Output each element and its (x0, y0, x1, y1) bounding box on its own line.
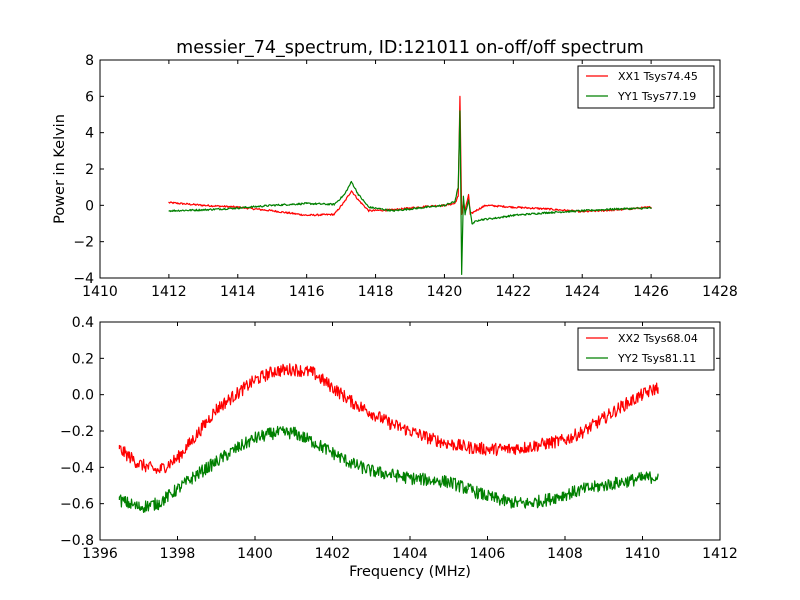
bottom-spectrum-panel: 1396 1398 1400 1402 1404 1406 1408 1410 1412 −0.8… (60, 315, 738, 580)
top-y-tick-label: 0 (85, 198, 94, 214)
top-spectrum-panel: messier_74_spectrum, ID:121011 on-off/of… (52, 38, 738, 300)
bottom-legend-label-xx2: XX2 Tsys68.04 (618, 332, 698, 345)
bottom-x-tick-label: 1410 (625, 546, 661, 562)
top-x-tick-label: 1420 (427, 284, 463, 300)
top-y-tick-label: 4 (85, 126, 94, 142)
bottom-x-tick-label: 1400 (237, 546, 273, 562)
top-x-tick-label: 1422 (496, 284, 532, 300)
top-series-lines (168, 95, 652, 275)
bottom-y-tick-label: 0.2 (72, 351, 94, 367)
bottom-legend-box (577, 327, 715, 371)
bottom-x-tick-label: 1406 (470, 546, 506, 562)
top-series-line-yy (168, 110, 652, 275)
top-legend: XX1 Tsys74.45 YY1 Tsys77.19 (577, 65, 715, 109)
bottom-x-tick-label: 1398 (160, 546, 196, 562)
bottom-x-axis-label: Frequency (MHz) (349, 564, 471, 580)
top-chart-title: messier_74_spectrum, ID:121011 on-off/of… (176, 38, 644, 58)
top-y-tick-label: 2 (85, 162, 94, 178)
top-ticks: 1410 1412 1414 1416 1418 1420 1422 1424 1426 1428… (73, 53, 737, 300)
bottom-x-tick-label: 1396 (82, 546, 118, 562)
top-legend-box (577, 65, 715, 109)
top-x-tick-label: 1418 (358, 284, 394, 300)
bottom-y-tick-label: 0.4 (72, 315, 94, 331)
top-x-tick-label: 1426 (633, 284, 669, 300)
bottom-series-line-xx (118, 363, 659, 474)
bottom-series-lines (118, 363, 659, 513)
top-y-tick-label: 8 (85, 53, 94, 69)
bottom-x-tick-label: 1408 (547, 546, 583, 562)
top-y-tick-label: −2 (73, 235, 94, 251)
top-x-tick-label: 1428 (702, 284, 738, 300)
bottom-y-tick-label: 0.0 (72, 388, 94, 404)
bottom-series-line-yy (118, 425, 659, 513)
top-y-tick-label: −4 (73, 271, 94, 287)
bottom-x-tick-label: 1412 (702, 546, 738, 562)
top-legend-label-xx1: XX1 Tsys74.45 (618, 70, 698, 83)
top-x-tick-label: 1412 (151, 284, 187, 300)
bottom-legend: XX2 Tsys68.04 YY2 Tsys81.11 (577, 327, 715, 371)
bottom-x-tick-label: 1404 (392, 546, 428, 562)
top-x-tick-label: 1414 (220, 284, 256, 300)
top-x-tick-label: 1424 (564, 284, 600, 300)
top-legend-label-yy1: YY1 Tsys77.19 (617, 90, 696, 103)
top-x-tick-label: 1410 (82, 284, 118, 300)
bottom-x-tick-label: 1402 (315, 546, 351, 562)
bottom-legend-label-yy2: YY2 Tsys81.11 (617, 352, 696, 365)
bottom-y-tick-label: −0.6 (60, 497, 94, 513)
bottom-ticks: 1396 1398 1400 1402 1404 1406 1408 1410 1412 −0.8… (60, 315, 738, 562)
bottom-y-tick-label: −0.8 (60, 533, 94, 549)
top-y-axis-label: Power in Kelvin (52, 114, 68, 224)
top-plot-frame (99, 59, 721, 279)
bottom-y-tick-label: −0.2 (60, 424, 94, 440)
top-x-tick-label: 1416 (289, 284, 325, 300)
bottom-plot-frame (99, 321, 721, 541)
top-y-tick-label: 6 (85, 89, 94, 105)
bottom-y-tick-label: −0.4 (60, 460, 94, 476)
